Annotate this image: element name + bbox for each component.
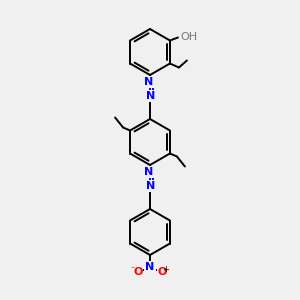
Text: O: O — [133, 267, 143, 277]
Text: ⁻: ⁻ — [131, 265, 135, 274]
Text: N: N — [146, 91, 156, 101]
Text: N: N — [146, 262, 154, 272]
Text: O: O — [157, 267, 167, 277]
Text: N: N — [144, 167, 154, 177]
Text: OH: OH — [180, 32, 197, 41]
Text: N: N — [146, 181, 156, 191]
Text: N: N — [144, 77, 154, 87]
Text: +: + — [163, 265, 170, 274]
